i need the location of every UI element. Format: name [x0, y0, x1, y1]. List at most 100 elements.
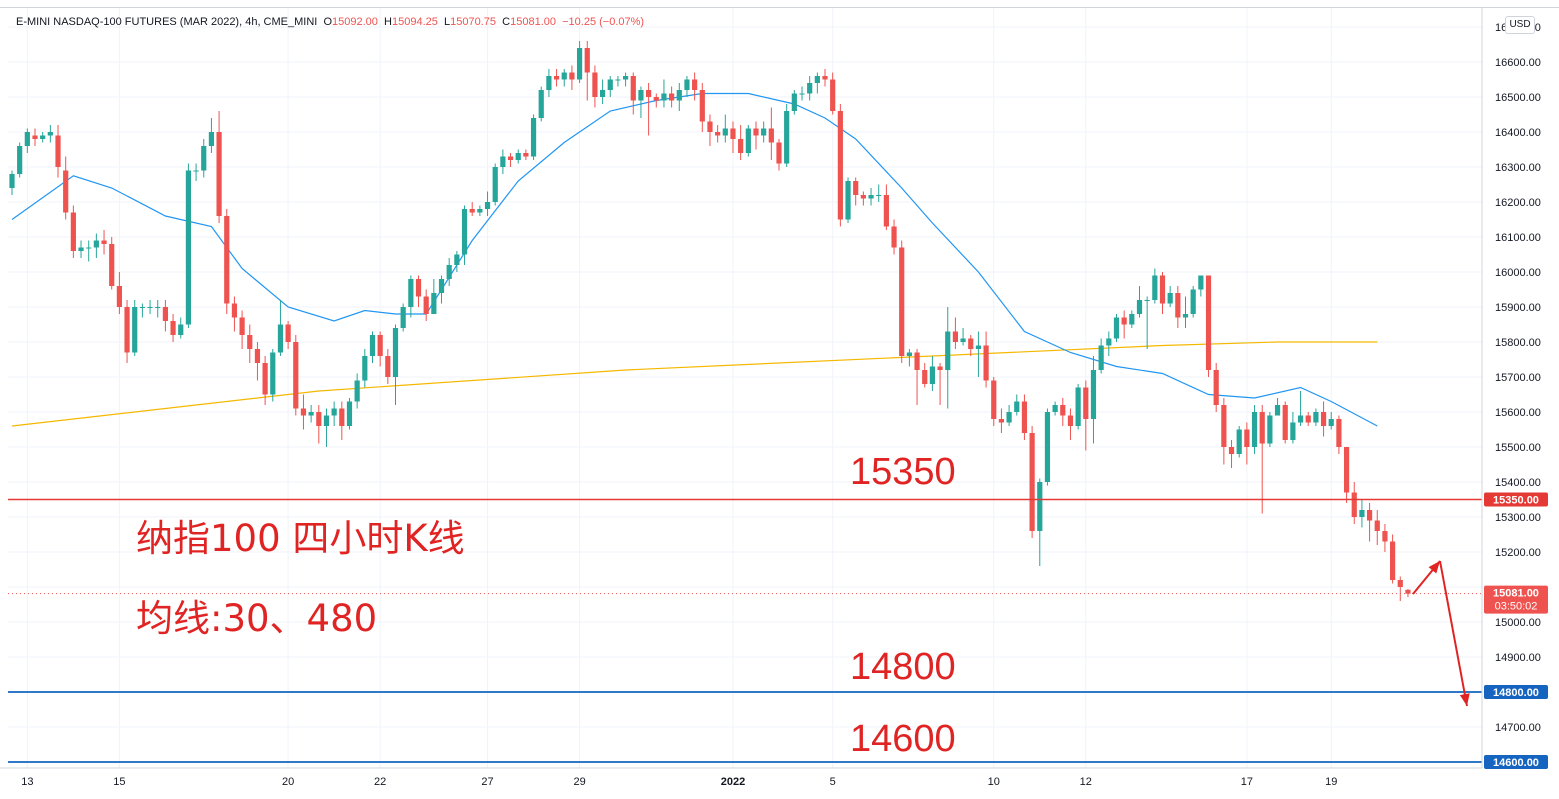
badge-14800-bg [1484, 685, 1548, 699]
candle-body [623, 76, 629, 80]
candle-body [431, 293, 437, 314]
price-tick-label: 15200.00 [1495, 547, 1541, 559]
symbol-header[interactable]: E-MINI NASDAQ-100 FUTURES (MAR 2022), 4h… [16, 16, 644, 28]
time-axis[interactable]: 13 15 20 22 27 29 2022 5 10 12 17 19 [0, 767, 1482, 788]
candle-body [40, 135, 46, 139]
candle-body [1251, 412, 1258, 447]
candle-body [1014, 401, 1020, 412]
candle-body [1198, 275, 1204, 290]
price-levels[interactable] [8, 498, 1482, 763]
candle-body [607, 79, 613, 90]
candle-body [477, 209, 483, 213]
candle-body [1136, 300, 1143, 314]
candle-body [1190, 289, 1196, 314]
candle-body [132, 307, 138, 353]
candle-body [1167, 293, 1173, 304]
candle-body [546, 76, 552, 90]
candle-body [1382, 531, 1388, 542]
price-tick-label: 16200.00 [1495, 197, 1541, 209]
price-axis[interactable]: 14600.00 14700.00 14800.00 14900.00 15000.00… [1481, 8, 1559, 769]
symbol-title: E-MINI NASDAQ-100 FUTURES (MAR 2022), 4h… [16, 16, 318, 28]
candle-body [584, 48, 590, 73]
annotation-title: 纳指100 四小时K线 [136, 517, 465, 560]
candle-body [523, 153, 529, 157]
candle-body [277, 324, 284, 353]
candle-body [32, 135, 38, 139]
price-tick-label: 16100.00 [1495, 232, 1541, 244]
candle-body [945, 331, 951, 370]
badge-countdown: 03:50:02 [1495, 601, 1538, 613]
currency-button[interactable]: USD [1505, 16, 1535, 34]
candle-body [415, 279, 422, 297]
candle-body [1144, 300, 1150, 301]
high-label: H [384, 16, 392, 28]
candle-body [1267, 415, 1273, 444]
candle-body [822, 76, 828, 80]
candle-body [392, 328, 399, 377]
candle-body [715, 132, 721, 136]
candle-body [515, 153, 521, 160]
price-tick-label: 15800.00 [1495, 337, 1541, 349]
price-tick-label: 15600.00 [1495, 407, 1541, 419]
candle-body [814, 76, 820, 83]
candle-body [1006, 412, 1012, 423]
candle-body [331, 408, 337, 416]
candle-body [968, 338, 974, 349]
arrow-down-shaft [1439, 560, 1468, 707]
price-tick-label: 16500.00 [1495, 92, 1541, 104]
candle-body [638, 90, 644, 101]
price-tick-label: 16600.00 [1495, 57, 1541, 69]
candle-body [1282, 405, 1288, 440]
candle-body [507, 156, 514, 160]
candle-body [676, 90, 682, 101]
candle-body [876, 195, 882, 196]
candle-body [308, 412, 314, 416]
top-border [0, 7, 1559, 8]
badge-current-bg [1484, 585, 1548, 614]
candle-body [653, 97, 659, 101]
candle-body [998, 419, 1005, 423]
candle-body [400, 307, 406, 328]
candle-body [776, 142, 782, 164]
candle-body [745, 128, 751, 153]
candle-body [991, 380, 997, 419]
candle-body [1397, 580, 1403, 587]
candle-body [70, 212, 76, 251]
open-value: 15092.00 [332, 16, 378, 28]
candle-body [1152, 275, 1158, 300]
candle-body [1121, 317, 1127, 325]
candle-body [1228, 447, 1235, 454]
time-tick-label: 27 [481, 776, 493, 788]
time-tick-label: 15 [113, 776, 125, 788]
arrow-down-head [1459, 693, 1470, 706]
candle-body [768, 128, 774, 143]
candle-body [761, 128, 767, 136]
candle-body [1075, 387, 1081, 426]
candle-body [561, 72, 567, 80]
candle-body [47, 132, 53, 136]
badge-14600-text: 14600.00 [1493, 757, 1539, 769]
price-tick-label: 15700.00 [1495, 372, 1541, 384]
time-tick-label: 5 [830, 776, 836, 788]
candle-body [1336, 419, 1342, 447]
candle-body [247, 335, 253, 349]
candle-body [891, 226, 897, 248]
candle-body [929, 366, 935, 384]
candle-body [1098, 345, 1104, 370]
badge-15350-bg [1484, 492, 1548, 507]
candle-body [86, 247, 92, 249]
candle-body [830, 79, 836, 111]
candle-body [254, 349, 261, 363]
candle-body [837, 111, 843, 220]
candle-body [423, 296, 429, 314]
price-tick-label: 16000.00 [1495, 267, 1541, 279]
candle-body [24, 132, 30, 146]
time-tick-label: 17 [1241, 776, 1253, 788]
candle-body [369, 335, 376, 356]
candle-body [454, 254, 460, 265]
candle-body [753, 128, 759, 136]
candle-body [1175, 293, 1181, 318]
candle-body [408, 279, 414, 307]
candle-body [730, 128, 736, 139]
